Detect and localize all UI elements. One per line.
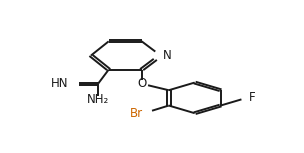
Text: O: O	[137, 77, 146, 90]
Text: N: N	[162, 49, 171, 62]
Text: F: F	[248, 91, 255, 104]
Text: Br: Br	[130, 107, 143, 120]
Text: HN: HN	[51, 77, 69, 90]
Text: NH₂: NH₂	[87, 93, 109, 106]
